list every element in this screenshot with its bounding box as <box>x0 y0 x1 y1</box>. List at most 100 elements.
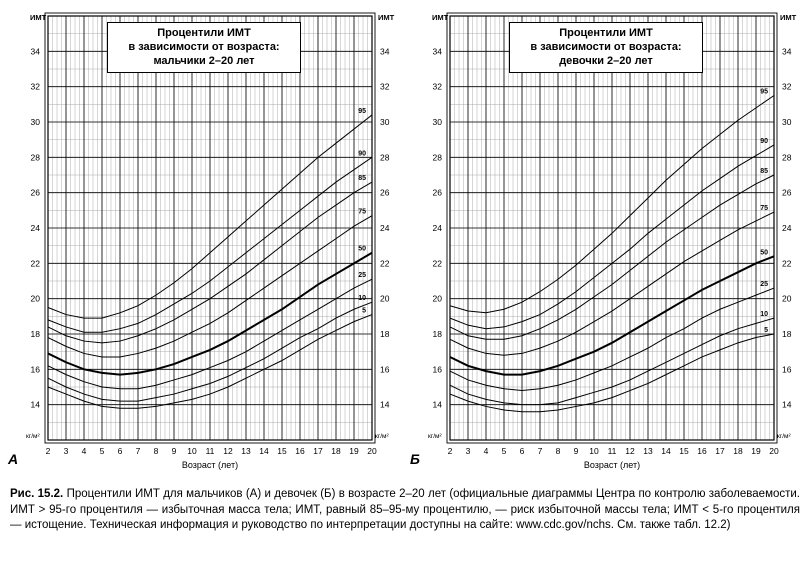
svg-text:22: 22 <box>433 258 443 268</box>
svg-text:20: 20 <box>782 294 792 304</box>
svg-text:16: 16 <box>380 364 390 374</box>
svg-text:16: 16 <box>782 364 792 374</box>
svg-text:20: 20 <box>380 294 390 304</box>
svg-text:5: 5 <box>764 327 768 334</box>
svg-text:28: 28 <box>782 152 792 162</box>
svg-text:8: 8 <box>154 446 159 456</box>
svg-text:16: 16 <box>433 364 443 374</box>
svg-text:90: 90 <box>760 138 768 145</box>
svg-text:18: 18 <box>782 329 792 339</box>
panel-letter: А <box>8 451 18 467</box>
svg-text:13: 13 <box>241 446 251 456</box>
figure-label: Рис. 15.2. <box>10 488 63 500</box>
svg-text:24: 24 <box>782 223 792 233</box>
svg-text:17: 17 <box>715 446 725 456</box>
svg-text:6: 6 <box>520 446 525 456</box>
svg-text:19: 19 <box>751 446 761 456</box>
svg-text:2: 2 <box>448 446 453 456</box>
svg-text:20: 20 <box>769 446 779 456</box>
svg-text:19: 19 <box>349 446 359 456</box>
chart-panel-A: Процентили ИМТв зависимости от возраста:… <box>10 6 398 481</box>
svg-text:5: 5 <box>362 308 366 315</box>
svg-text:2: 2 <box>46 446 51 456</box>
svg-text:14: 14 <box>259 446 269 456</box>
svg-text:34: 34 <box>782 46 792 56</box>
svg-text:30: 30 <box>433 117 443 127</box>
caption-text: Процентили ИМТ для мальчиков (А) и девоч… <box>10 488 800 531</box>
svg-text:4: 4 <box>82 446 87 456</box>
svg-text:ИМТ: ИМТ <box>30 13 47 22</box>
svg-text:50: 50 <box>358 246 366 253</box>
svg-text:95: 95 <box>760 89 768 96</box>
svg-text:28: 28 <box>433 152 443 162</box>
svg-text:3: 3 <box>466 446 471 456</box>
svg-text:24: 24 <box>380 223 390 233</box>
bmi-chart-svg: 1414161618182020222224242626282830303232… <box>10 6 398 476</box>
svg-text:90: 90 <box>358 150 366 157</box>
svg-text:28: 28 <box>380 152 390 162</box>
svg-text:7: 7 <box>136 446 141 456</box>
svg-text:10: 10 <box>589 446 599 456</box>
svg-text:75: 75 <box>760 205 768 212</box>
svg-text:11: 11 <box>608 446 617 456</box>
svg-text:12: 12 <box>223 446 233 456</box>
svg-text:50: 50 <box>760 249 768 256</box>
svg-text:15: 15 <box>277 446 287 456</box>
svg-text:Возраст (лет): Возраст (лет) <box>584 460 640 470</box>
svg-text:9: 9 <box>172 446 177 456</box>
svg-text:14: 14 <box>433 400 443 410</box>
svg-text:14: 14 <box>782 400 792 410</box>
charts-row: Процентили ИМТ в зависимости от возраста:… <box>10 6 800 481</box>
svg-text:25: 25 <box>358 272 366 279</box>
svg-text:95: 95 <box>358 108 366 115</box>
svg-text:ИМТ: ИМТ <box>378 13 395 22</box>
svg-text:8: 8 <box>556 446 561 456</box>
svg-text:кг/м²: кг/м² <box>428 433 442 440</box>
svg-text:34: 34 <box>433 46 443 56</box>
svg-text:17: 17 <box>313 446 323 456</box>
svg-text:20: 20 <box>433 294 443 304</box>
svg-text:Возраст (лет): Возраст (лет) <box>182 460 238 470</box>
svg-text:18: 18 <box>31 329 41 339</box>
svg-text:18: 18 <box>433 329 443 339</box>
svg-text:5: 5 <box>100 446 105 456</box>
svg-text:34: 34 <box>31 46 41 56</box>
svg-text:16: 16 <box>295 446 305 456</box>
chart-title-box: Процентили ИМТв зависимости от возраста:… <box>509 22 703 73</box>
svg-text:24: 24 <box>31 223 41 233</box>
svg-text:26: 26 <box>782 188 792 198</box>
svg-text:32: 32 <box>782 82 792 92</box>
chart-title-line1: Процентили ИМТ <box>122 27 286 41</box>
svg-text:20: 20 <box>367 446 377 456</box>
svg-text:ИМТ: ИМТ <box>432 13 449 22</box>
chart-title-line2: в зависимости от возраста: девочки 2–20 … <box>524 41 688 69</box>
svg-text:кг/м²: кг/м² <box>26 433 40 440</box>
svg-text:16: 16 <box>31 364 41 374</box>
svg-text:26: 26 <box>380 188 390 198</box>
svg-text:25: 25 <box>760 281 768 288</box>
svg-text:22: 22 <box>31 258 41 268</box>
chart-panel-B: Процентили ИМТв зависимости от возраста:… <box>412 6 800 481</box>
bmi-chart-svg: 1414161618182020222224242626282830303232… <box>412 6 800 476</box>
svg-text:26: 26 <box>31 188 41 198</box>
svg-text:7: 7 <box>538 446 543 456</box>
figure-caption: Рис. 15.2. Процентили ИМТ для мальчиков … <box>10 487 800 534</box>
svg-text:16: 16 <box>697 446 707 456</box>
svg-text:34: 34 <box>380 46 390 56</box>
svg-text:26: 26 <box>433 188 443 198</box>
svg-text:11: 11 <box>206 446 215 456</box>
svg-text:20: 20 <box>31 294 41 304</box>
svg-text:32: 32 <box>433 82 443 92</box>
svg-text:18: 18 <box>331 446 341 456</box>
svg-text:85: 85 <box>358 175 366 182</box>
svg-text:13: 13 <box>643 446 653 456</box>
svg-text:30: 30 <box>782 117 792 127</box>
svg-text:30: 30 <box>380 117 390 127</box>
svg-text:30: 30 <box>31 117 41 127</box>
svg-text:10: 10 <box>187 446 197 456</box>
svg-text:12: 12 <box>625 446 635 456</box>
svg-text:кг/м²: кг/м² <box>375 433 389 440</box>
svg-text:24: 24 <box>433 223 443 233</box>
svg-text:28: 28 <box>31 152 41 162</box>
svg-text:6: 6 <box>118 446 123 456</box>
